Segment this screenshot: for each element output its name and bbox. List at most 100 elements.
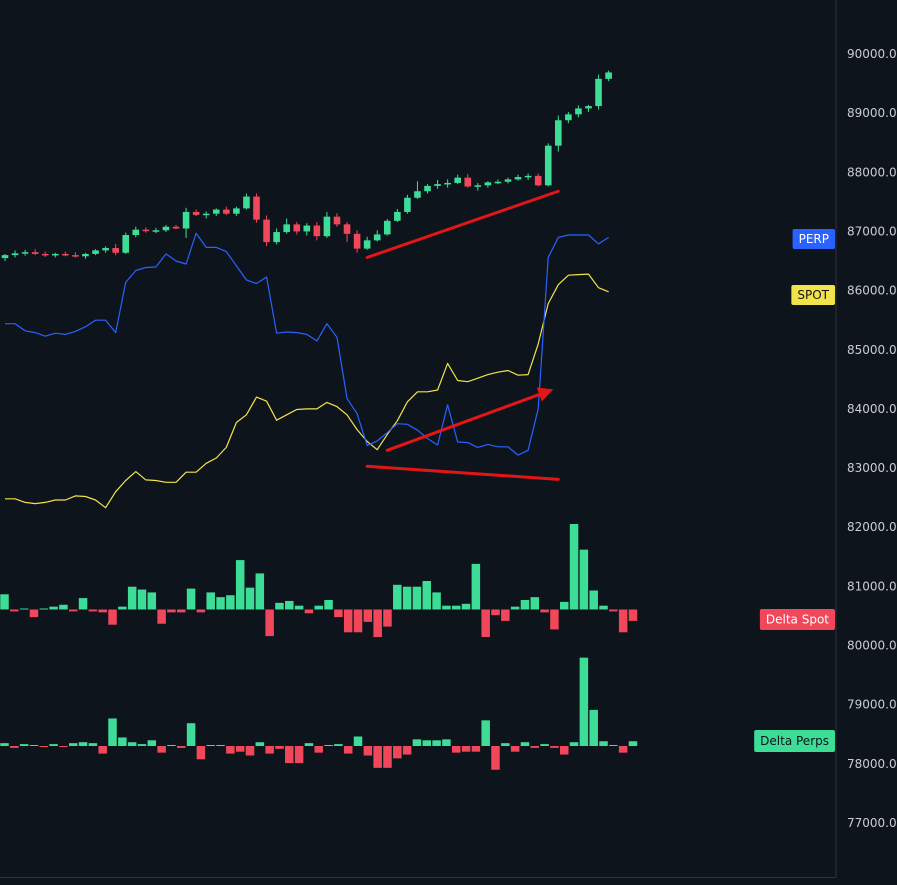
candle-body[interactable] — [212, 209, 220, 214]
candle-body[interactable] — [293, 224, 301, 232]
candle-body[interactable] — [383, 220, 391, 235]
candle[interactable] — [52, 252, 59, 258]
candle-body[interactable] — [524, 175, 532, 178]
candle[interactable] — [353, 230, 361, 253]
candle[interactable] — [424, 184, 431, 194]
candle-body[interactable] — [514, 177, 522, 180]
candle[interactable] — [182, 207, 190, 238]
candle-body[interactable] — [253, 196, 260, 220]
candle[interactable] — [192, 209, 200, 217]
candle[interactable] — [253, 193, 260, 223]
candle-body[interactable] — [223, 209, 230, 214]
candle[interactable] — [62, 251, 69, 257]
candle-body[interactable] — [464, 177, 472, 187]
candle[interactable] — [373, 230, 381, 242]
candle[interactable] — [122, 232, 130, 254]
candle[interactable] — [565, 111, 572, 124]
candle-body[interactable] — [605, 72, 612, 79]
candle-body[interactable] — [555, 120, 562, 146]
candle-body[interactable] — [92, 250, 99, 254]
candle[interactable] — [404, 194, 411, 214]
candle[interactable] — [464, 174, 472, 188]
candle-body[interactable] — [585, 106, 592, 109]
price-candles[interactable] — [1, 70, 612, 262]
candle[interactable] — [223, 206, 230, 215]
candle-body[interactable] — [162, 226, 170, 231]
candle[interactable] — [41, 251, 49, 257]
candle[interactable] — [72, 252, 79, 258]
candle[interactable] — [313, 221, 321, 241]
candle[interactable] — [112, 243, 119, 256]
candle-body[interactable] — [414, 191, 421, 198]
candle[interactable] — [21, 249, 29, 256]
candle-body[interactable] — [182, 211, 190, 229]
candle[interactable] — [1, 253, 9, 262]
candle-body[interactable] — [484, 182, 492, 186]
candle[interactable] — [605, 70, 612, 82]
candle-body[interactable] — [303, 225, 311, 232]
candle[interactable] — [263, 215, 270, 247]
candle[interactable] — [575, 105, 582, 118]
candle-body[interactable] — [454, 177, 461, 183]
candle-body[interactable] — [233, 208, 240, 214]
candle[interactable] — [333, 213, 341, 227]
candle[interactable] — [202, 211, 210, 219]
candle[interactable] — [293, 221, 301, 235]
candle[interactable] — [484, 181, 492, 188]
candle[interactable] — [11, 250, 19, 258]
candle-body[interactable] — [504, 179, 512, 182]
candle[interactable] — [544, 143, 552, 187]
candle-body[interactable] — [72, 255, 79, 257]
candle[interactable] — [474, 182, 482, 191]
candle-body[interactable] — [11, 253, 19, 256]
candle-body[interactable] — [172, 226, 180, 229]
candle[interactable] — [494, 179, 502, 185]
candle-body[interactable] — [494, 181, 502, 184]
candle-body[interactable] — [82, 253, 89, 257]
candle-body[interactable] — [544, 145, 552, 186]
candle[interactable] — [132, 226, 140, 238]
candle[interactable] — [273, 228, 280, 245]
candle-body[interactable] — [62, 253, 69, 256]
candle-body[interactable] — [202, 213, 210, 216]
candle[interactable] — [92, 249, 99, 256]
candle-body[interactable] — [323, 216, 331, 237]
candle[interactable] — [323, 211, 331, 238]
candle-body[interactable] — [343, 224, 351, 234]
candle-body[interactable] — [243, 196, 250, 209]
candle[interactable] — [172, 224, 180, 230]
candle[interactable] — [243, 193, 250, 210]
candle-body[interactable] — [192, 211, 200, 215]
candle[interactable] — [514, 174, 522, 181]
candle[interactable] — [343, 221, 351, 243]
candle[interactable] — [454, 174, 461, 185]
candle-body[interactable] — [424, 185, 431, 192]
candle-body[interactable] — [595, 78, 602, 107]
candle-body[interactable] — [283, 224, 290, 233]
candle[interactable] — [162, 224, 170, 233]
candle-body[interactable] — [132, 229, 140, 236]
candle[interactable] — [152, 227, 160, 234]
candle-body[interactable] — [363, 240, 371, 249]
candle-body[interactable] — [273, 232, 280, 243]
candle-body[interactable] — [122, 235, 130, 253]
candle[interactable] — [363, 236, 371, 250]
candle[interactable] — [383, 219, 391, 236]
candle-body[interactable] — [353, 233, 361, 249]
candle-body[interactable] — [112, 248, 119, 253]
candle-body[interactable] — [1, 255, 9, 259]
candle-body[interactable] — [21, 252, 29, 254]
candle-body[interactable] — [41, 253, 49, 256]
candle-body[interactable] — [474, 185, 482, 187]
candle-body[interactable] — [102, 248, 109, 251]
candle-body[interactable] — [142, 229, 150, 232]
candle[interactable] — [555, 115, 562, 152]
candle-body[interactable] — [394, 211, 401, 221]
candle[interactable] — [233, 206, 240, 217]
candle-body[interactable] — [52, 253, 59, 256]
candle-body[interactable] — [565, 114, 572, 121]
candle-body[interactable] — [404, 197, 411, 212]
candle-body[interactable] — [263, 219, 270, 243]
candle-body[interactable] — [534, 175, 542, 186]
